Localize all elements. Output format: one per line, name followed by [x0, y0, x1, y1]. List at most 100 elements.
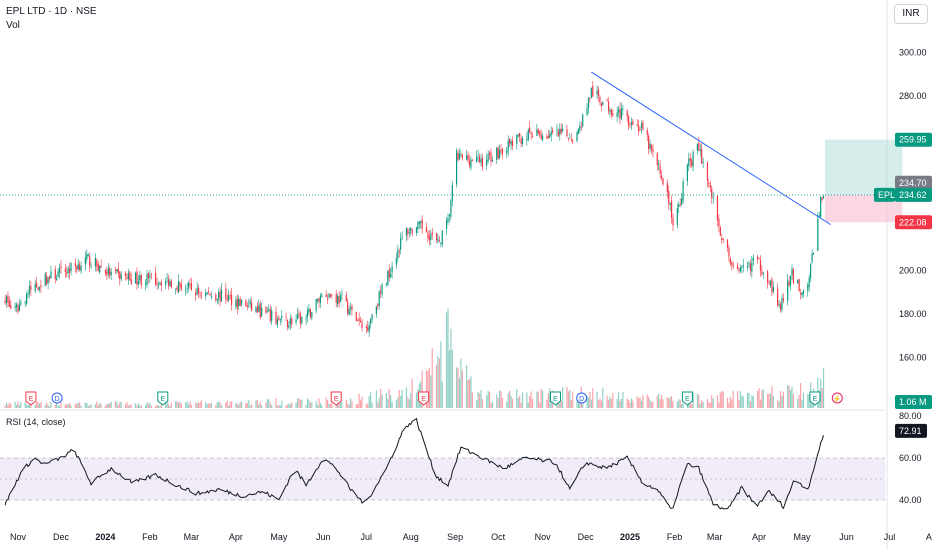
volume-bar [385, 392, 387, 408]
volume-bar [288, 403, 290, 408]
candle-body [589, 98, 591, 100]
volume-bar [130, 405, 132, 408]
volume-bar [762, 389, 764, 408]
volume-bar [560, 400, 562, 408]
volume-bar [40, 401, 42, 408]
volume-bar [5, 402, 8, 408]
candle-body [329, 294, 332, 298]
volume-bar [629, 403, 631, 408]
volume-bar [597, 400, 600, 408]
candle-body [441, 230, 443, 245]
volume-bar [96, 401, 98, 408]
volume-bar [405, 387, 408, 408]
volume-bar [156, 404, 158, 408]
volume-bar [8, 402, 10, 408]
volume-bar [106, 404, 108, 408]
candle-body [708, 182, 710, 185]
candle-body [751, 262, 753, 272]
volume-bar [659, 399, 661, 408]
candle-body [698, 142, 700, 151]
candle-body [610, 109, 612, 115]
candle-body [587, 97, 590, 109]
volume-bar [638, 398, 640, 408]
volume-bar [417, 389, 419, 408]
volume-bar [58, 406, 61, 408]
time-tick-label: May [270, 532, 288, 542]
volume-bar [649, 399, 651, 408]
candle-body [149, 275, 151, 278]
volume-bar [77, 402, 79, 408]
candle-body [447, 217, 449, 222]
candle-body [467, 154, 469, 161]
time-tick-label: Feb [667, 532, 683, 542]
volume-bar [559, 397, 561, 408]
currency-button[interactable]: INR [894, 4, 928, 24]
volume-bar [44, 405, 46, 408]
candle-body [460, 153, 462, 155]
volume-bar [590, 399, 592, 408]
volume-bar [802, 392, 805, 408]
earnings-marker: E [25, 391, 37, 406]
volume-bar [501, 397, 504, 408]
candle-body [437, 238, 439, 242]
candle-body [239, 299, 241, 307]
volume-bar [468, 378, 471, 408]
volume-bar [682, 403, 684, 408]
volume-bar [218, 401, 220, 408]
volume-bar [291, 402, 293, 408]
candle-body [579, 125, 581, 131]
volume-bar [526, 392, 528, 408]
last-close-badge: 234.70 [895, 175, 932, 190]
candle-body [822, 196, 825, 199]
volume-bar [546, 399, 548, 408]
volume-bar [761, 390, 763, 408]
volume-bar [530, 391, 532, 408]
volume-bar [127, 405, 129, 408]
candle-body [721, 237, 723, 240]
candle-body [391, 266, 393, 273]
volume-bar [220, 405, 223, 408]
candle-body [798, 279, 800, 292]
candle-body [405, 228, 408, 236]
candle-body [397, 249, 399, 259]
rsi-line [4, 417, 824, 510]
candle-body [368, 324, 370, 333]
candle-body [520, 138, 522, 144]
candle-body [590, 87, 592, 98]
svg-text:E: E [29, 396, 34, 403]
rsi-label: RSI (14, close) [6, 417, 66, 427]
volume-bar [329, 404, 332, 408]
candle-body [106, 271, 108, 276]
volume-bar [781, 396, 783, 408]
candle-body [782, 298, 784, 301]
volume-bar [258, 404, 260, 408]
volume-bar [126, 401, 128, 408]
candle-body [802, 289, 805, 294]
candle-body [570, 139, 572, 140]
candle-body [456, 150, 458, 185]
volume-bar [681, 404, 683, 408]
candle-body [248, 304, 250, 306]
volume-bar [186, 401, 188, 408]
candle-body [328, 293, 330, 298]
candle-body [345, 294, 347, 302]
volume-bar [318, 398, 320, 408]
volume-bar [305, 405, 307, 408]
candle-body [531, 136, 534, 138]
rsi-pane [0, 417, 885, 510]
candle-body [781, 297, 783, 311]
candle-body [400, 238, 402, 250]
volume-bar [299, 399, 301, 408]
volume-bar [195, 402, 197, 408]
volume-bar [569, 389, 571, 408]
candle-body [67, 268, 69, 273]
candle-body [139, 275, 141, 281]
volume-bar [34, 404, 36, 408]
volume-bar [235, 402, 237, 408]
volume-bar [752, 396, 754, 408]
candle-body [218, 292, 220, 298]
symbol-title[interactable]: EPL LTD · 1D · NSE [6, 6, 97, 17]
volume-bar [407, 397, 409, 408]
candle-body [367, 327, 369, 331]
